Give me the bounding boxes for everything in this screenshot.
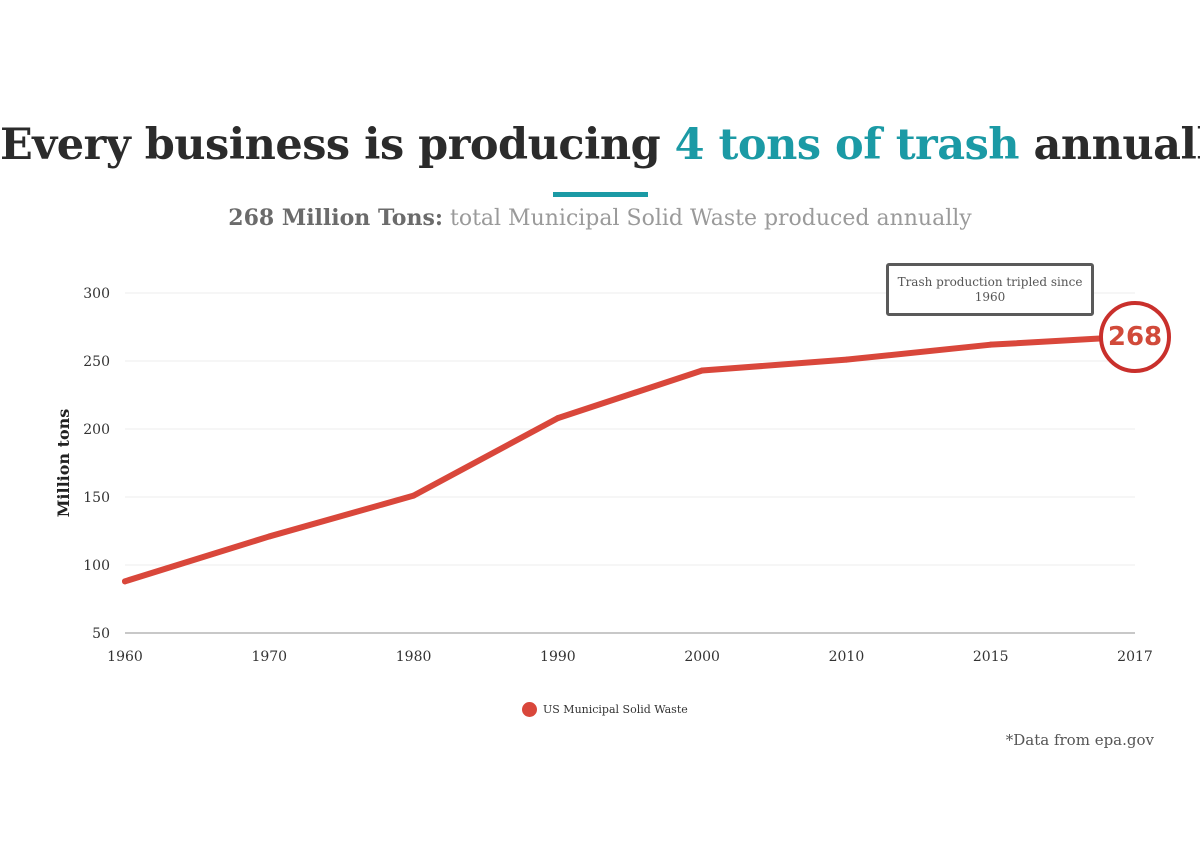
y-tick-label: 200 xyxy=(83,422,110,438)
source-note: *Data from epa.gov xyxy=(1005,731,1154,749)
y-tick-label: 150 xyxy=(83,490,110,506)
series-group xyxy=(122,333,1138,585)
data-point xyxy=(987,341,994,348)
data-point xyxy=(266,533,273,540)
x-tick-label: 1960 xyxy=(107,649,143,665)
x-tick-label: 2015 xyxy=(973,649,1009,665)
y-tick-label: 50 xyxy=(92,626,110,642)
y-tick-label: 300 xyxy=(83,286,110,302)
subtitle-strong: 268 Million Tons: xyxy=(228,205,443,231)
data-point xyxy=(122,578,128,585)
chart-subtitle: 268 Million Tons: total Municipal Solid … xyxy=(0,205,1200,231)
data-point xyxy=(699,367,706,374)
x-tick-label: 1990 xyxy=(540,649,576,665)
data-point xyxy=(843,356,850,363)
y-axis-title: Million tons xyxy=(54,409,73,518)
data-point xyxy=(410,492,417,499)
legend-marker xyxy=(522,701,537,717)
value-badge: 268 xyxy=(1099,301,1171,373)
chart-title: Every business is producing 4 tons of tr… xyxy=(0,120,1200,170)
x-tick-label: 2017 xyxy=(1117,649,1153,665)
series-line xyxy=(122,333,1138,585)
y-tick-label: 100 xyxy=(83,558,110,574)
subtitle-rest: total Municipal Solid Waste produced ann… xyxy=(442,206,972,231)
x-tick-labels: 1960 1970 1980 1990 2000 2010 2015 2017 xyxy=(107,649,1153,665)
legend: US Municipal Solid Waste xyxy=(522,700,688,718)
title-suffix: annually xyxy=(1033,120,1200,170)
x-tick-label: 1970 xyxy=(251,649,287,665)
title-accent: 4 tons of trash xyxy=(674,120,1020,170)
y-tick-labels: 50 100 150 200 250 300 xyxy=(83,286,110,642)
x-tick-label: 1980 xyxy=(396,649,432,665)
data-point xyxy=(554,415,561,422)
x-tick-label: 2000 xyxy=(684,649,720,665)
callout-box: Trash production tripled since 1960 xyxy=(886,263,1094,316)
title-divider xyxy=(553,192,648,197)
title-prefix: Every business is producing xyxy=(0,120,675,170)
y-tick-label: 250 xyxy=(83,354,110,370)
x-tick-label: 2010 xyxy=(829,649,865,665)
legend-label: US Municipal Solid Waste xyxy=(543,702,688,716)
